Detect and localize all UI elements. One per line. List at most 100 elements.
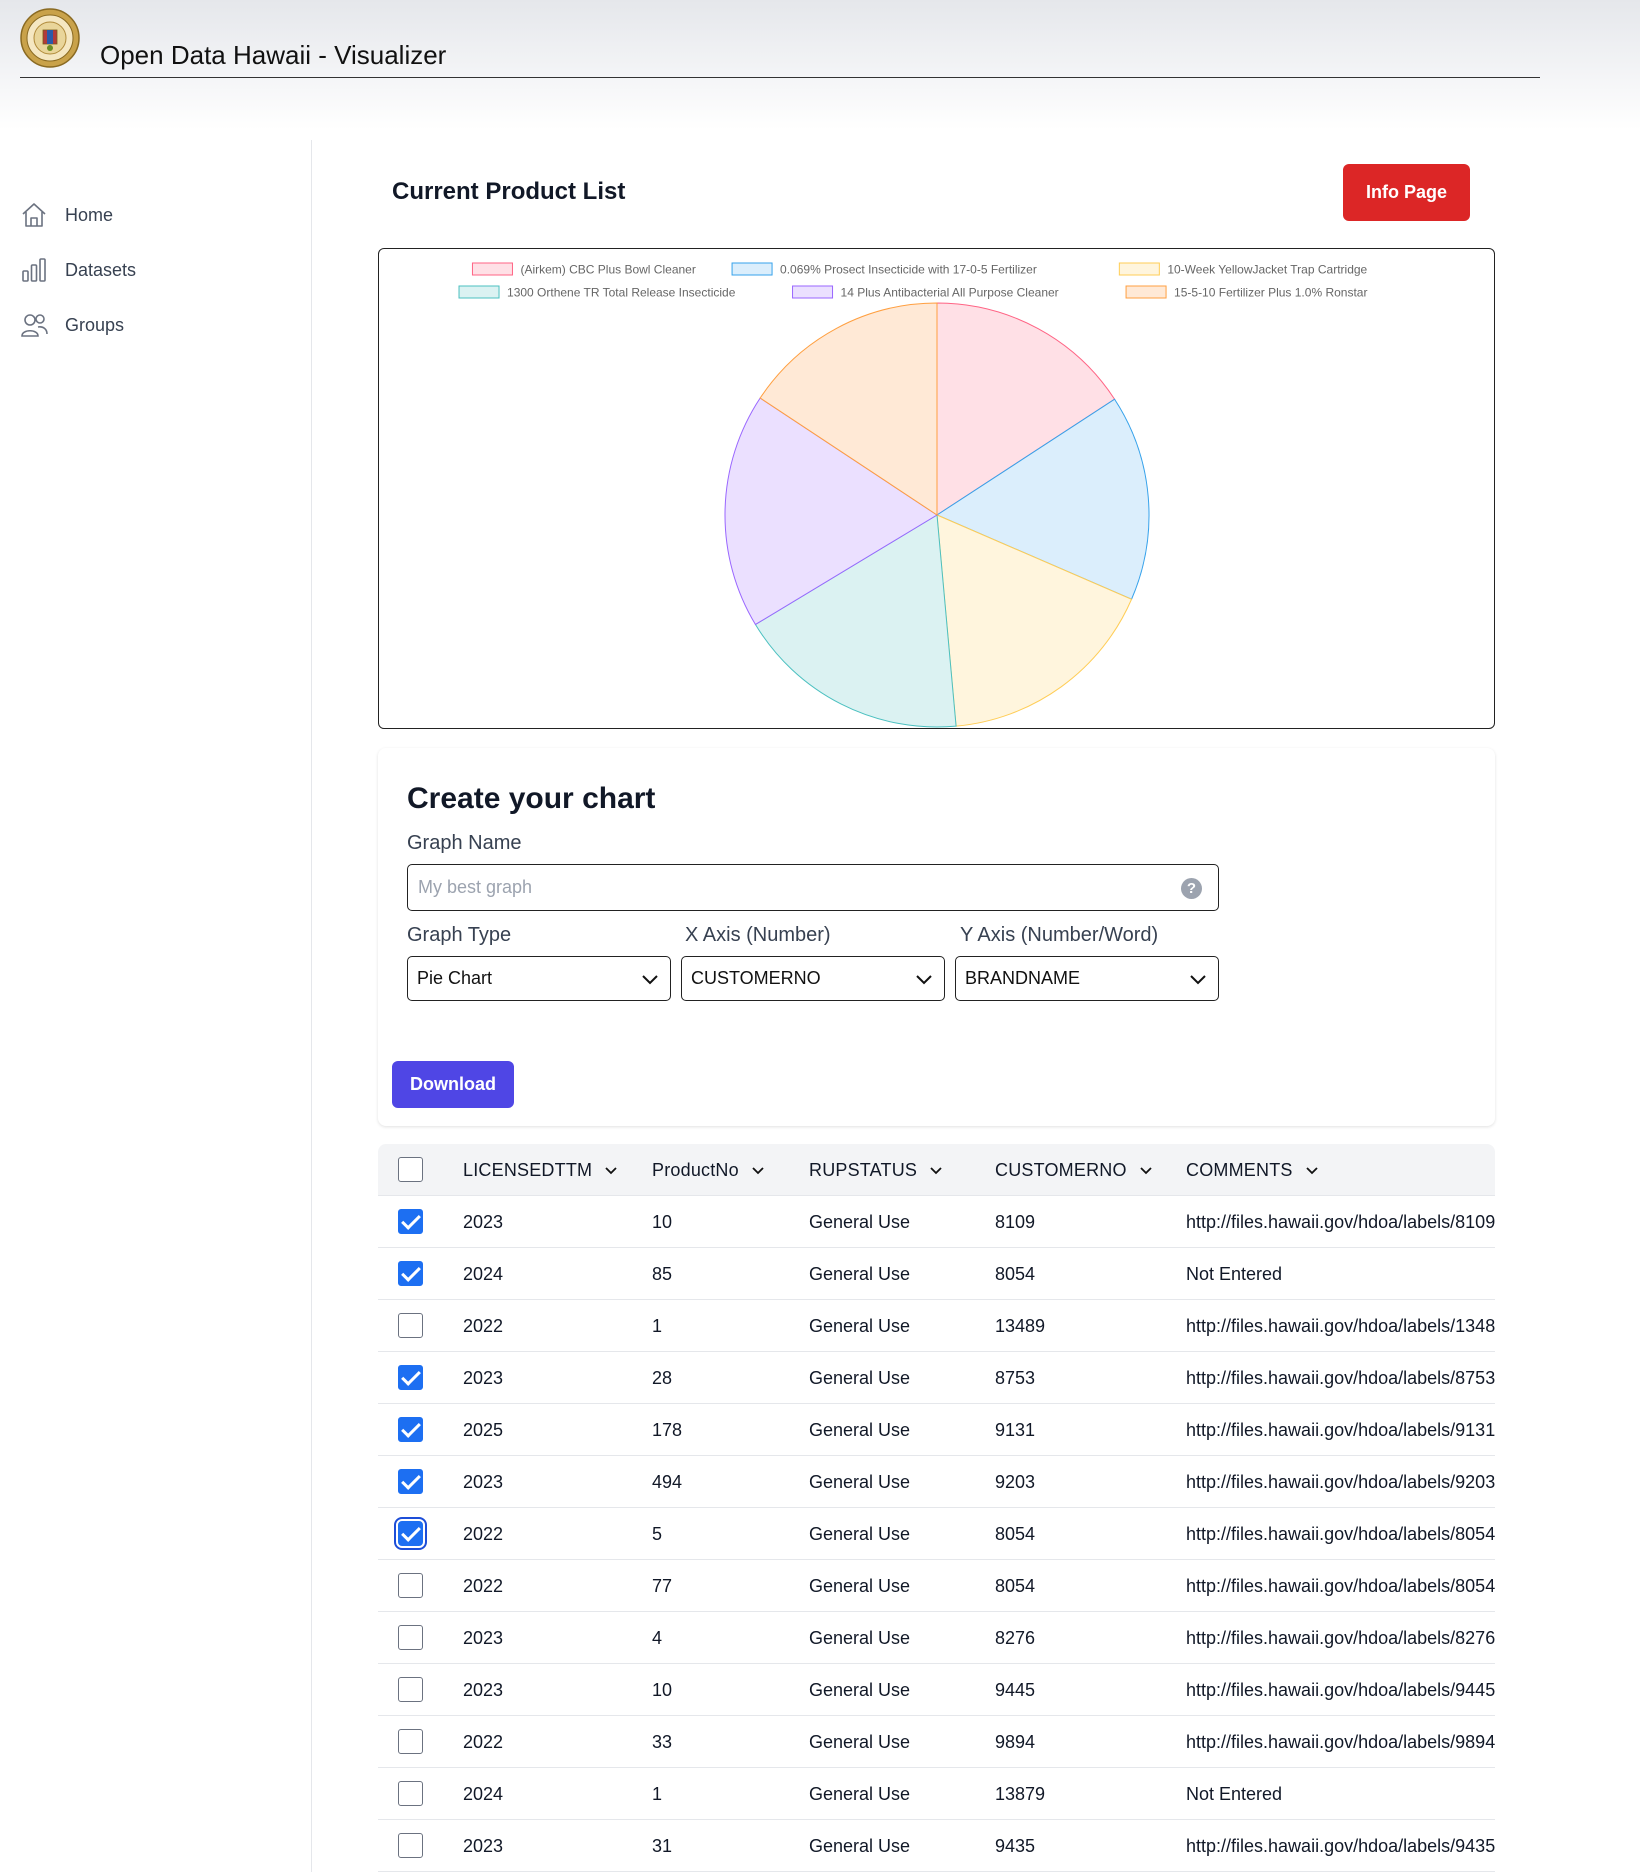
cell-licensedttm: 2024 [463,1263,504,1284]
legend-item[interactable]: 0.069% Prosect Insecticide with 17-0-5 F… [731,262,1037,277]
row-checkbox[interactable] [398,1365,423,1390]
column-header-label: LICENSEDTTM [463,1159,593,1180]
create-chart-card: Create your chart Graph Name ? Graph Typ… [378,748,1495,1126]
legend-item[interactable]: 10-Week YellowJacket Trap Cartridge [1118,262,1368,277]
cell-comments: http://files.hawaii.gov/hdoa/labels/8753 [1186,1367,1495,1388]
row-checkbox[interactable] [398,1209,423,1234]
cell-productno: 1 [652,1783,663,1804]
sidebar-item-label: Datasets [65,259,137,280]
sidebar-item-groups[interactable]: Groups [20,309,124,341]
table-row[interactable]: 2024 85 General Use 8054 Not Entered [378,1248,1495,1300]
cell-rupstatus: General Use [809,1263,911,1284]
select-all-checkbox[interactable] [398,1157,423,1182]
table-row[interactable]: 2023 494 General Use 9203 http://files.hawai… [378,1456,1495,1508]
chevron-down-icon [1190,975,1206,985]
x-axis-select[interactable]: CUSTOMERNO [681,956,945,1001]
pie-chart: (Airkem) CBC Plus Bowl Cleaner 0.069% Pro… [458,262,1368,728]
row-checkbox[interactable] [398,1261,423,1286]
row-checkbox[interactable] [398,1313,423,1338]
cell-productno: 77 [652,1575,673,1596]
form-heading: Create your chart [407,782,656,815]
graph-name-input[interactable] [408,865,1218,910]
cell-comments: http://files.hawaii.gov/hdoa/labels/8109 [1186,1211,1495,1232]
chevron-down-icon [1140,1167,1152,1175]
cell-rupstatus: General Use [809,1627,911,1648]
column-header-customerno[interactable]: CUSTOMERNO [995,1144,1153,1196]
pie-slice[interactable] [936,302,1116,516]
table-row[interactable]: 2023 10 General Use 9445 http://files.hawaii… [378,1664,1495,1716]
table-row[interactable]: 2023 28 General Use 8753 http://files.hawaii… [378,1352,1495,1404]
cell-comments: http://files.hawaii.gov/hdoa/labels/9203 [1186,1471,1495,1492]
row-checkbox[interactable] [394,1517,427,1550]
table-row[interactable]: 2023 4 General Use 8276 http://files.hawaii.… [378,1612,1495,1664]
pie-slice[interactable] [754,514,957,728]
table-row[interactable]: 2022 5 General Use 8054 http://files.hawaii.… [378,1508,1495,1560]
data-table: LICENSEDTTM ProductNo RUPSTATUS CUSTOMER… [378,1144,1495,1872]
row-checkbox[interactable] [398,1781,423,1806]
help-icon[interactable]: ? [1181,878,1202,899]
column-header-licensedttm[interactable]: LICENSEDTTM [463,1144,618,1196]
cell-comments: http://files.hawaii.gov/hdoa/labels/8276 [1186,1627,1495,1648]
row-checkbox[interactable] [398,1469,423,1494]
table-row[interactable]: 2023 31 General Use 9435 http://files.hawaii… [378,1820,1495,1872]
cell-rupstatus: General Use [809,1575,911,1596]
cell-productno: 178 [652,1419,683,1440]
column-header-label: RUPSTATUS [809,1159,918,1180]
graph-type-select[interactable]: Pie Chart [407,956,671,1001]
cell-customerno: 9894 [995,1731,1036,1752]
table-row[interactable]: 2022 33 General Use 9894 http://files.hawaii… [378,1716,1495,1768]
legend-swatch [471,262,513,276]
cell-comments: http://files.hawaii.gov/hdoa/labels/8054 [1186,1575,1495,1596]
app-title: Open Data Hawaii - Visualizer [100,40,447,70]
graph-name-field: ? [407,864,1219,911]
legend-item[interactable]: 14 Plus Antibacterial All Purpose Cleane… [792,285,1059,300]
row-checkbox[interactable] [398,1833,423,1858]
pie-slice[interactable] [724,397,938,626]
state-seal-icon[interactable] [20,8,80,68]
legend-swatch [1118,262,1160,276]
cell-customerno: 8054 [995,1523,1036,1544]
bar-chart-icon [22,258,46,282]
table-row[interactable]: 2023 10 General Use 8109 http://files.hawaii… [378,1196,1495,1248]
table-row[interactable]: 2025 178 General Use 9131 http://files.hawai… [378,1404,1495,1456]
cell-licensedttm: 2023 [463,1211,504,1232]
row-checkbox[interactable] [398,1729,423,1754]
column-header-productno[interactable]: ProductNo [652,1144,765,1196]
table-row[interactable]: 2022 77 General Use 8054 http://files.hawaii… [378,1560,1495,1612]
graph-type-label: Graph Type [407,924,512,946]
pie-slice[interactable] [936,514,1133,727]
cell-comments: http://files.hawaii.gov/hdoa/labels/9445 [1186,1679,1495,1700]
sidebar-item-datasets[interactable]: Datasets [20,254,136,286]
header-divider [20,77,1540,78]
row-checkbox[interactable] [398,1417,423,1442]
cell-productno: 85 [652,1263,673,1284]
cell-rupstatus: General Use [809,1471,911,1492]
legend-item[interactable]: 1300 Orthene TR Total Release Insecticid… [458,285,736,300]
cell-productno: 4 [652,1627,663,1648]
cell-customerno: 8109 [995,1211,1036,1232]
cell-licensedttm: 2023 [463,1835,504,1856]
row-checkbox[interactable] [398,1625,423,1650]
cell-comments: http://files.hawaii.gov/hdoa/labels/1348 [1186,1315,1495,1336]
legend-item[interactable]: 15-5-10 Fertilizer Plus 1.0% Ronstar [1125,285,1367,300]
chevron-down-icon [930,1167,942,1175]
cell-rupstatus: General Use [809,1731,911,1752]
download-button[interactable]: Download [392,1061,514,1108]
table-row[interactable]: 2024 1 General Use 13879 Not Entered [378,1768,1495,1820]
table-row[interactable]: 2022 1 General Use 13489 http://files.hawaii… [378,1300,1495,1352]
column-header-comments[interactable]: COMMENTS [1186,1144,1319,1196]
chart-container: (Airkem) CBC Plus Bowl Cleaner 0.069% Pro… [378,248,1495,729]
home-icon [22,203,46,227]
row-checkbox[interactable] [398,1573,423,1598]
row-checkbox[interactable] [398,1677,423,1702]
cell-productno: 10 [652,1211,673,1232]
info-page-button[interactable]: Info Page [1343,164,1470,221]
table-header: LICENSEDTTM ProductNo RUPSTATUS CUSTOMER… [378,1144,1495,1196]
legend-label: 1300 Orthene TR Total Release Insecticid… [507,286,736,300]
column-header-rupstatus[interactable]: RUPSTATUS [809,1144,943,1196]
pie-slice[interactable] [759,302,938,516]
legend-item[interactable]: (Airkem) CBC Plus Bowl Cleaner [471,262,696,277]
y-axis-select[interactable]: BRANDNAME [955,956,1219,1001]
sidebar-item-home[interactable]: Home [20,199,113,231]
pie-slice[interactable] [935,398,1150,600]
